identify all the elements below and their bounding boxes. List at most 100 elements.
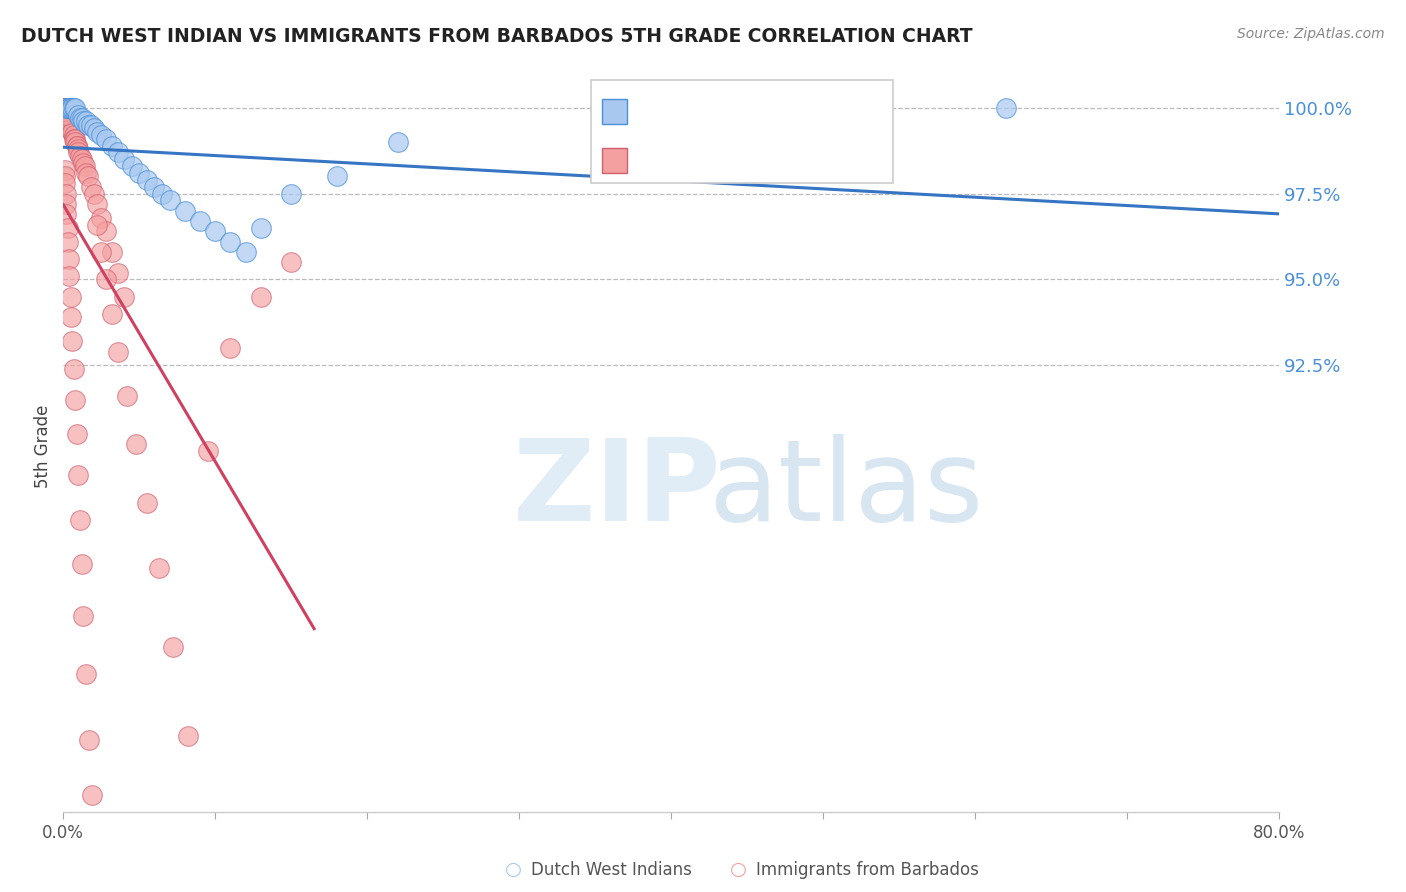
Point: [75, 667, 97, 681]
Point: [107, 266, 129, 280]
Point: [60, 101, 83, 115]
Point: [56, 101, 79, 115]
Point: [177, 729, 200, 743]
Text: atlas: atlas: [707, 434, 983, 545]
Point: [58, 252, 80, 266]
Point: [56, 221, 79, 235]
Point: [204, 224, 226, 238]
Text: DUTCH WEST INDIAN VS IMMIGRANTS FROM BARBADOS 5TH GRADE CORRELATION CHART: DUTCH WEST INDIAN VS IMMIGRANTS FROM BAR…: [21, 27, 973, 45]
Point: [53, 104, 76, 119]
Point: [63, 128, 86, 143]
Point: [56, 111, 79, 125]
Point: [79, 179, 101, 194]
Point: [53, 169, 76, 184]
Point: [53, 101, 76, 115]
Point: [58, 101, 80, 115]
Point: [53, 101, 76, 115]
Point: [107, 344, 129, 359]
Point: [55, 186, 77, 201]
Point: [159, 194, 181, 208]
Point: [235, 244, 257, 259]
Point: [121, 159, 143, 173]
Point: [76, 169, 98, 184]
Point: [56, 111, 79, 125]
Point: [135, 173, 157, 187]
Point: [90, 128, 112, 143]
Point: [67, 107, 90, 121]
Point: [128, 166, 150, 180]
Point: [76, 118, 98, 132]
Point: [94, 224, 117, 238]
Point: [58, 114, 80, 128]
Point: [219, 341, 242, 355]
Point: [101, 244, 124, 259]
Point: [56, 111, 79, 125]
Point: [94, 272, 117, 286]
Point: [53, 101, 76, 115]
Point: [143, 179, 166, 194]
Point: [148, 561, 170, 575]
Point: [63, 101, 86, 115]
Point: [115, 389, 138, 403]
Point: [326, 169, 349, 184]
Point: [60, 334, 83, 349]
Point: [63, 131, 86, 145]
Text: R = 0.194   N = 87: R = 0.194 N = 87: [637, 145, 807, 163]
Point: [86, 125, 108, 139]
Point: [65, 135, 87, 149]
Point: [112, 290, 135, 304]
Point: [55, 104, 77, 119]
Point: [86, 218, 108, 232]
Text: ○: ○: [505, 860, 522, 880]
Point: [250, 221, 273, 235]
Point: [55, 101, 77, 115]
Point: [58, 114, 80, 128]
Point: [58, 118, 80, 132]
Point: [59, 118, 82, 132]
Point: [65, 131, 87, 145]
Point: [53, 101, 76, 115]
Point: [53, 101, 76, 115]
Text: Dutch West Indians: Dutch West Indians: [531, 861, 692, 879]
Point: [58, 268, 80, 283]
Point: [69, 513, 91, 527]
Point: [72, 609, 94, 624]
Point: [83, 186, 105, 201]
Point: [150, 186, 173, 201]
Point: [101, 307, 124, 321]
Point: [53, 107, 76, 121]
Point: [107, 145, 129, 160]
Point: [55, 104, 77, 119]
Point: [65, 392, 87, 407]
Point: [73, 159, 96, 173]
Point: [53, 176, 76, 190]
Point: [60, 125, 83, 139]
Point: [59, 310, 82, 325]
Point: [77, 732, 100, 747]
Point: [79, 118, 101, 132]
Point: [55, 197, 77, 211]
Point: [75, 114, 97, 128]
Point: [83, 121, 105, 136]
Text: Source: ZipAtlas.com: Source: ZipAtlas.com: [1237, 27, 1385, 41]
Point: [66, 138, 89, 153]
Point: [67, 468, 90, 483]
Point: [280, 255, 302, 269]
Y-axis label: 5th Grade: 5th Grade: [34, 404, 52, 488]
Point: [65, 101, 87, 115]
Text: Immigrants from Barbados: Immigrants from Barbados: [756, 861, 980, 879]
Point: [86, 197, 108, 211]
Point: [70, 558, 93, 572]
Point: [60, 125, 83, 139]
Point: [90, 211, 112, 225]
Point: [56, 101, 79, 115]
Point: [59, 121, 82, 136]
Point: [66, 138, 89, 153]
Point: [53, 162, 76, 177]
Point: [94, 131, 117, 145]
Point: [994, 101, 1017, 115]
Point: [56, 235, 79, 249]
Point: [53, 104, 76, 119]
Point: [70, 111, 93, 125]
Point: [69, 111, 91, 125]
